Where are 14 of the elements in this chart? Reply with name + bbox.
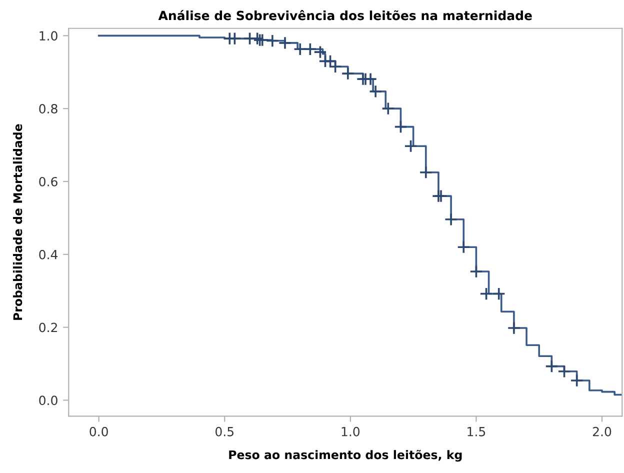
x-tick-label: 2.0 (592, 426, 612, 436)
y-tick-label: 0.0 (39, 396, 58, 406)
y-tick-label: 0.8 (39, 104, 58, 114)
x-tick-label: 1.5 (468, 427, 486, 436)
y-axis-title: Probabilidade de Mortalidade (13, 124, 22, 320)
x-tick-label: 0.0 (90, 426, 108, 436)
y-tick-label: 0.6 (39, 176, 58, 186)
chart-title: Análise de Sobrevivência dos leitões na maternidade (158, 10, 532, 20)
y-tick-label: 1.0 (40, 31, 58, 41)
y-tick-label: 0.4 (39, 250, 58, 260)
x-tick-label: 1.0 (342, 426, 360, 436)
x-axis-title: Peso ao nascimento dos leitões, kg (229, 450, 462, 462)
y-tick-label: 0.2 (39, 322, 57, 332)
x-tick-label: 0.5 (216, 426, 234, 436)
